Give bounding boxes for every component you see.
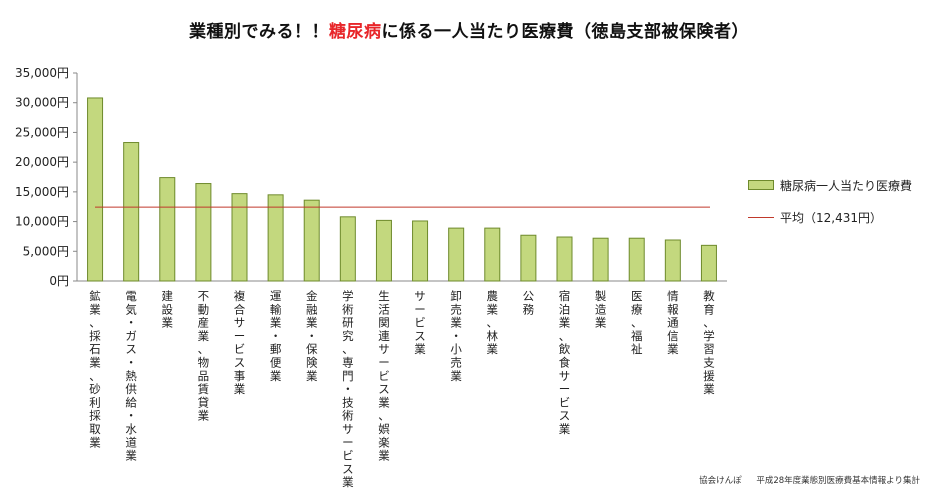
bar (556, 236, 573, 282)
bar (448, 227, 465, 282)
category-label: 複合サービス事業 (234, 289, 246, 396)
bar (484, 227, 501, 282)
category-label: 電気・ガス・熱供給・水道業 (125, 289, 137, 463)
category-label: 教育、学習支援業 (703, 289, 715, 396)
category-label: 金融業・保険業 (306, 289, 318, 383)
bar (195, 183, 212, 282)
title-part-2: に係る一人当たり医療費（徳島支部被保険者） (381, 22, 749, 42)
category-label: 宿泊業、飲食サービス業 (559, 289, 571, 436)
category-label: 卸売業・小売業 (450, 289, 462, 383)
chart-title: 業種別でみる！！糖尿病に係る一人当たり医療費（徳島支部被保険者） (0, 17, 938, 42)
source-description: 平成28年度業態別医療費基本情報より集計 (756, 476, 920, 486)
category-label: 建設業 (162, 289, 174, 330)
category-label: 学術研究、専門・技術サービス業 (342, 289, 354, 489)
bar (664, 239, 681, 282)
y-tick-label: 20,000円 (15, 155, 69, 169)
bar (628, 237, 645, 282)
legend-line-label: 平均（12,431円） (780, 210, 882, 225)
y-tick-label: 5,000円 (23, 244, 69, 258)
category-label: 鉱業、採石業、砂利採取業 (89, 289, 101, 449)
legend-item-average: 平均（12,431円） (748, 207, 912, 227)
y-tick-label: 10,000円 (15, 215, 69, 229)
source-org: 協会けんぽ (699, 476, 742, 486)
legend-item-bars: 糖尿病一人当たり医療費 (748, 175, 912, 195)
title-part-1: 業種別でみる！！ (189, 22, 329, 42)
category-label: サービス業 (414, 289, 426, 356)
category-label: 公務 (523, 289, 535, 316)
bar (159, 177, 176, 282)
y-tick-label: 25,000円 (15, 125, 69, 139)
bar (375, 219, 392, 282)
category-label: 運輸業・郵便業 (270, 289, 282, 383)
bar (267, 194, 284, 282)
y-tick-label: 30,000円 (15, 96, 69, 110)
y-tick-label: 0円 (49, 274, 69, 288)
bar (123, 142, 140, 282)
y-tick-label: 35,000円 (15, 66, 69, 80)
category-label: 生活関連サービス業、娯楽業 (378, 289, 390, 463)
legend-bar-label: 糖尿病一人当たり医療費 (780, 178, 913, 193)
category-label: 不動産業、物品賃貸業 (198, 289, 210, 423)
legend-line-swatch (748, 216, 774, 218)
bar (87, 97, 104, 282)
title-highlight: 糖尿病 (329, 22, 382, 42)
category-label: 情報通信業 (667, 289, 679, 356)
y-tick-label: 15,000円 (15, 185, 69, 199)
bar (700, 244, 717, 282)
bar (592, 237, 609, 282)
bar (339, 216, 356, 282)
category-label: 医療、福祉 (631, 289, 643, 356)
legend-bar-swatch (748, 180, 774, 190)
category-label: 農業、林業 (487, 289, 499, 356)
bar (231, 193, 248, 282)
category-label: 製造業 (595, 289, 607, 330)
source-note: 協会けんぽ 平成28年度業態別医療費基本情報より集計 (699, 474, 920, 486)
bar (412, 220, 429, 282)
bar (303, 199, 320, 282)
bar (520, 234, 537, 282)
legend: 糖尿病一人当たり医療費 平均（12,431円） (748, 175, 912, 239)
